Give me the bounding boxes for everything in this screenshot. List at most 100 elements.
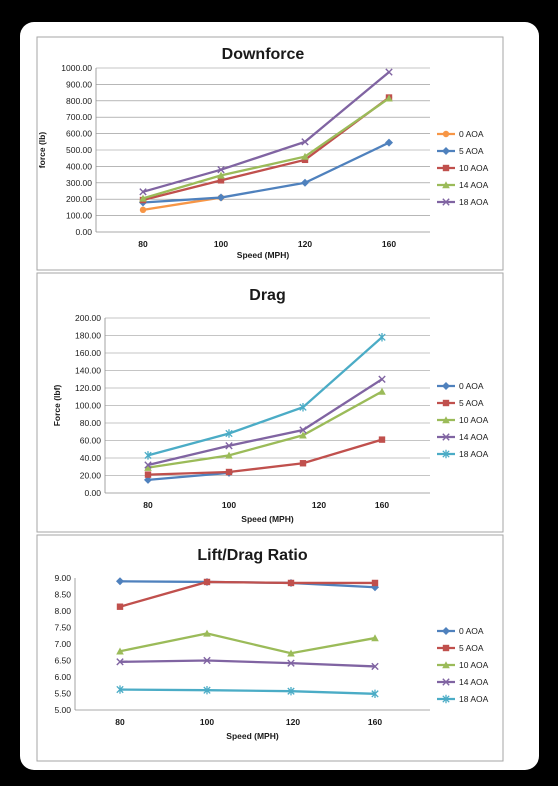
data-point xyxy=(287,659,295,667)
data-point xyxy=(217,171,225,179)
series-14-aoa xyxy=(139,94,393,202)
data-point xyxy=(225,442,233,450)
legend-marker xyxy=(442,181,450,189)
data-point xyxy=(203,578,211,586)
series-line xyxy=(147,390,383,469)
series-10-aoa xyxy=(116,629,379,657)
chart-title: Downforce xyxy=(222,46,305,63)
series-line xyxy=(119,580,375,608)
y-tick-label: 100.00 xyxy=(75,401,101,411)
series-14-aoa xyxy=(144,375,386,469)
legend-marker xyxy=(442,198,450,206)
series-5-aoa xyxy=(144,436,386,478)
legend-label: 0 AOA xyxy=(459,626,484,636)
chart-panel xyxy=(36,272,504,533)
data-point xyxy=(116,603,124,610)
series-18-aoa xyxy=(139,68,393,196)
data-point xyxy=(225,468,233,476)
x-tick-label: 160 xyxy=(382,239,396,249)
legend-marker xyxy=(442,399,450,407)
chart-0: Downforce 0.00 100.00 200.00 300.00 400.00 500… xyxy=(36,36,504,271)
legend-label: 18 AOA xyxy=(459,197,489,207)
y-tick-label: 6.00 xyxy=(54,672,71,682)
data-point xyxy=(144,475,152,484)
y-tick-label: 60.00 xyxy=(80,436,102,446)
series-line xyxy=(119,659,376,668)
series-line xyxy=(147,438,383,476)
y-tick-label: 800.00 xyxy=(66,96,92,106)
chart-2: Lift/Drag Ratio 5.00 5.50 6.00 6.50 7.00 7.50 8… xyxy=(36,534,504,762)
data-point xyxy=(144,463,152,471)
y-tick-label: 1000.00 xyxy=(61,63,92,73)
y-tick-label: 8.00 xyxy=(54,606,71,616)
y-tick-label: 20.00 xyxy=(80,471,102,481)
y-tick-label: 160.00 xyxy=(75,348,101,358)
chart-title: Drag xyxy=(249,287,285,304)
y-tick-label: 0.00 xyxy=(75,227,92,237)
y-tick-label: 300.00 xyxy=(66,178,92,188)
series-line xyxy=(142,71,390,193)
legend-label: 5 AOA xyxy=(459,398,484,408)
legend-marker xyxy=(442,678,450,686)
legend-label: 10 AOA xyxy=(459,660,489,670)
data-point xyxy=(217,165,225,174)
series-line xyxy=(142,97,390,200)
legend-label: 18 AOA xyxy=(459,449,489,459)
y-tick-label: 120.00 xyxy=(75,383,101,393)
y-axis-title: Force (lbf) xyxy=(52,385,62,427)
x-tick-label: 80 xyxy=(115,717,125,727)
legend-marker xyxy=(442,433,450,441)
data-point xyxy=(203,656,211,665)
data-point xyxy=(144,461,152,469)
y-tick-label: 600.00 xyxy=(66,129,92,139)
x-tick-label: 120 xyxy=(298,239,312,249)
data-point xyxy=(116,658,124,666)
y-tick-label: 9.00 xyxy=(54,573,71,583)
y-tick-label: 0.00 xyxy=(84,488,101,498)
y-tick-label: 6.50 xyxy=(54,656,71,666)
data-point xyxy=(299,460,307,467)
legend-marker xyxy=(442,147,450,155)
data-point xyxy=(139,194,147,202)
data-point xyxy=(299,403,307,412)
y-tick-label: 900.00 xyxy=(66,79,92,89)
data-point xyxy=(139,206,147,214)
series-line xyxy=(119,632,376,655)
data-point xyxy=(116,647,124,655)
y-tick-label: 5.50 xyxy=(54,689,71,699)
data-point xyxy=(287,686,295,696)
series-line xyxy=(142,196,222,211)
data-point xyxy=(287,649,295,657)
y-tick-label: 80.00 xyxy=(80,418,102,428)
data-point xyxy=(299,431,307,439)
data-point xyxy=(144,471,152,478)
legend-label: 14 AOA xyxy=(459,432,489,442)
y-tick-label: 5.00 xyxy=(54,705,71,715)
x-tick-label: 100 xyxy=(222,500,236,510)
series-10-aoa xyxy=(144,387,386,471)
data-point xyxy=(144,451,152,460)
data-point xyxy=(225,429,233,438)
data-point xyxy=(116,685,124,694)
legend-marker xyxy=(442,661,450,669)
data-point xyxy=(301,178,309,187)
series-line xyxy=(119,688,376,695)
y-tick-label: 7.50 xyxy=(54,623,71,633)
series-5-aoa xyxy=(116,578,379,610)
data-point xyxy=(371,634,379,642)
legend-label: 5 AOA xyxy=(459,643,484,653)
chart-1: Drag 0.00 20.00 40.00 60.00 80.00 100.00 120.00… xyxy=(36,272,504,533)
legend-marker xyxy=(442,382,450,390)
y-tick-label: 8.50 xyxy=(54,590,71,600)
legend-label: 0 AOA xyxy=(459,129,484,139)
data-point xyxy=(378,333,386,342)
y-tick-label: 700.00 xyxy=(66,112,92,122)
y-tick-label: 400.00 xyxy=(66,161,92,171)
data-point xyxy=(217,193,225,202)
legend-label: 10 AOA xyxy=(459,415,489,425)
legend-label: 10 AOA xyxy=(459,163,489,173)
x-axis-title: Speed (MPH) xyxy=(237,250,290,260)
data-point xyxy=(371,689,379,699)
chart-title: Lift/Drag Ratio xyxy=(197,547,307,564)
data-point xyxy=(203,629,211,637)
